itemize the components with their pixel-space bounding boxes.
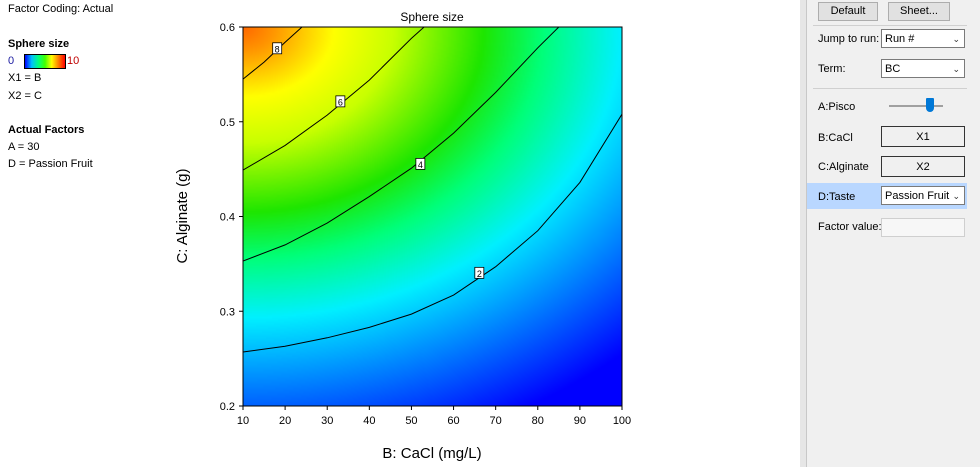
contour-label-box [272,42,283,55]
sheet-button[interactable]: Sheet... [888,2,950,21]
contour-line-6 [243,27,425,171]
x-tick-label: 30 [321,415,333,427]
x-tick-label: 80 [532,415,544,427]
term-label: Term: [818,63,846,75]
factor-value-label: Factor value: [818,221,882,233]
y-tick-label: 0.3 [220,306,235,318]
jump-to-run-label: Jump to run: [818,33,880,45]
contour-line-2 [243,113,622,353]
contour-label: 2 [477,269,482,279]
factor-b-label: B:CaCl [818,132,853,144]
factor-d-value: Passion Fruit [885,190,950,202]
y-axis-label: C: Alginate (g) [174,168,191,263]
actual-factor-a: A = 30 [8,141,40,153]
factor-b-axis-button[interactable]: X1 [881,126,965,147]
factor-a-slider-track[interactable] [889,105,943,107]
colorbar [24,54,66,69]
factor-d-label: D:Taste [818,191,856,203]
divider [813,88,967,89]
x-tick-label: 50 [405,415,417,427]
x-tick-label: 100 [613,415,631,427]
factor-a-label: A:Pisco [818,101,856,113]
x-tick-label: 90 [574,415,586,427]
chevron-down-icon: ⌄ [952,34,960,44]
jump-to-run-select[interactable]: Run # ⌄ [881,29,965,48]
factor-coding-label: Factor Coding: Actual [8,3,114,15]
colorbar-high-label: 10 [67,55,80,67]
y-tick-label: 0.4 [220,212,235,224]
term-select[interactable]: BC ⌄ [881,59,965,78]
factor-c-label: C:Alginate [818,161,869,173]
x-axis-label: B: CaCl (mg/L) [382,445,481,462]
contour-label: 4 [418,160,423,170]
default-button[interactable]: Default [818,2,878,21]
x-tick-label: 40 [363,415,375,427]
y-tick-label: 0.5 [220,117,235,129]
contour-label-box [474,266,485,279]
contour-label: 6 [338,97,343,107]
contour-label: 8 [275,44,280,54]
x2-assignment: X2 = C [8,90,42,102]
factor-value-input[interactable] [881,218,965,237]
term-value: BC [885,63,901,75]
actual-factors-title: Actual Factors [8,124,85,136]
x-tick-label: 10 [237,415,249,427]
y-tick-label: 0.6 [220,22,235,34]
x-tick-label: 60 [447,415,459,427]
factor-d-select[interactable]: Passion Fruit ⌄ [881,186,965,205]
x-tick-label: 20 [279,415,291,427]
chevron-down-icon: ⌄ [952,64,960,74]
y-tick-label: 0.2 [220,401,235,413]
x-tick-label: 70 [490,415,502,427]
x1-assignment: X1 = B [8,72,42,84]
actual-factor-d: D = Passion Fruit [8,158,93,170]
contour-label-box [415,157,426,170]
contour-line-4 [243,27,560,262]
graph-area: Factor Coding: Actual Sphere size 0 10 X… [0,0,800,467]
response-surface-heatmap [243,27,622,406]
splitter[interactable] [800,0,806,467]
jump-to-run-value: Run # [885,33,915,45]
contour-label-box [335,95,346,108]
chart-title: Sphere size [400,10,464,24]
divider [813,25,967,26]
legend-title: Sphere size [8,38,70,50]
colorbar-low-label: 0 [8,55,15,67]
factor-c-axis-button[interactable]: X2 [881,156,965,177]
factor-a-slider-thumb[interactable] [925,98,934,112]
chevron-down-icon: ⌄ [952,191,960,201]
factors-tool-panel: Default Sheet... Jump to run: Run # ⌄ Te… [806,0,980,467]
